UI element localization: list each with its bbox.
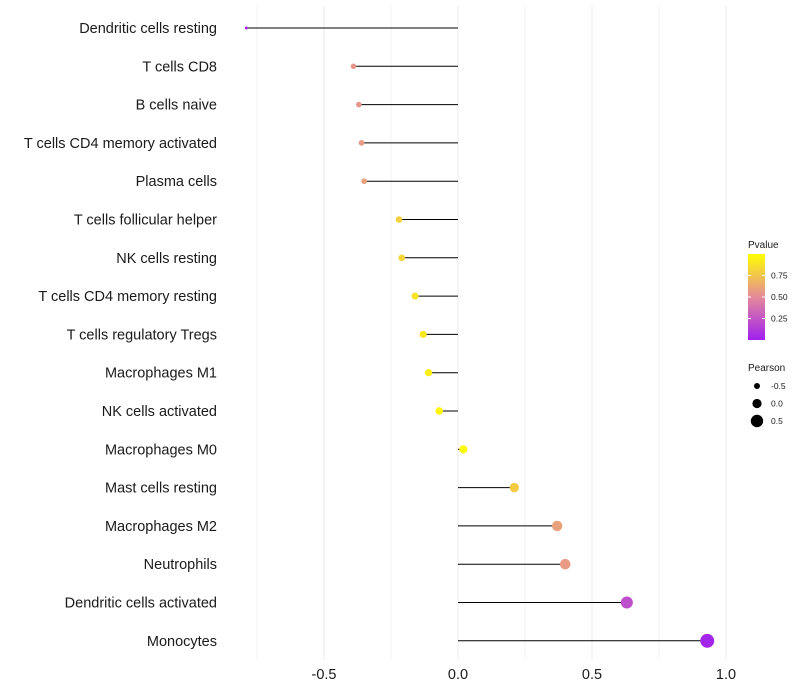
lollipop-point: [459, 445, 468, 454]
pearson-size-key: [752, 398, 762, 409]
category-label: NK cells resting: [116, 251, 217, 267]
x-tick-label: 0.0: [448, 667, 468, 683]
category-label: NK cells activated: [102, 404, 217, 420]
lollipop-point: [350, 63, 357, 70]
category-label: Monocytes: [147, 634, 217, 650]
lollipop-points: [244, 26, 715, 648]
lollipop-point: [395, 216, 403, 223]
category-label: T cells CD8: [142, 59, 217, 75]
x-tick-label: 1.0: [716, 667, 736, 683]
lollipop-point: [424, 369, 433, 377]
category-label: Mast cells resting: [105, 481, 217, 497]
category-labels: Dendritic cells resting T cells CD8 B cell…: [24, 21, 217, 650]
pvalue-tick-label: 0.50: [771, 292, 788, 302]
category-label: Dendritic cells resting: [79, 21, 217, 37]
pearson-legend-title: Pearson: [748, 363, 785, 374]
lollipop-point: [356, 101, 362, 108]
pearson-size-label: 0.5: [771, 416, 783, 426]
lollipop-point: [244, 26, 248, 30]
lollipop-point: [419, 330, 427, 338]
pvalue-tick-label: 0.25: [771, 314, 788, 324]
category-label: Macrophages M2: [105, 519, 217, 535]
pearson-legend: Pearson -0.5 0.0 0.5: [748, 363, 786, 428]
lollipop-point: [551, 520, 563, 532]
category-label: Macrophages M0: [105, 442, 217, 458]
category-label: Neutrophils: [144, 557, 217, 573]
lollipop-point: [398, 254, 406, 262]
x-tick-label: 0.5: [582, 667, 602, 683]
pvalue-legend: Pvalue 0.25 0.50 0.75: [748, 240, 788, 340]
lollipop-point: [559, 558, 571, 570]
lollipop-stems: [246, 27, 708, 642]
pearson-size-label: 0.0: [771, 399, 783, 409]
lollipop-point: [620, 596, 633, 609]
lollipop-point: [358, 140, 365, 146]
lollipop-point: [700, 633, 715, 648]
lollipop-point: [411, 292, 419, 300]
pvalue-colorbar: [748, 254, 765, 340]
lollipop-point: [509, 482, 519, 493]
category-label: T cells CD4 memory activated: [24, 136, 217, 152]
category-label: T cells follicular helper: [74, 213, 217, 229]
x-tick-label: -0.5: [312, 667, 337, 683]
lollipop-point: [361, 178, 368, 185]
grid-lines: [256, 6, 727, 660]
category-label: T cells CD4 memory resting: [38, 289, 217, 305]
category-label: Macrophages M1: [105, 366, 217, 382]
pearson-size-key: [750, 414, 764, 428]
pvalue-legend-title: Pvalue: [748, 240, 779, 251]
pearson-size-key: [754, 383, 760, 389]
category-label: T cells regulatory Tregs: [67, 327, 217, 343]
category-label: Dendritic cells activated: [65, 596, 217, 612]
x-axis-ticks: -0.5 0.0 0.5 1.0: [312, 667, 737, 683]
category-label: Plasma cells: [136, 174, 217, 190]
lollipop-point: [435, 407, 444, 415]
pvalue-tick-label: 0.75: [771, 271, 788, 281]
pearson-size-label: -0.5: [771, 381, 786, 391]
category-label: B cells naive: [136, 98, 217, 114]
